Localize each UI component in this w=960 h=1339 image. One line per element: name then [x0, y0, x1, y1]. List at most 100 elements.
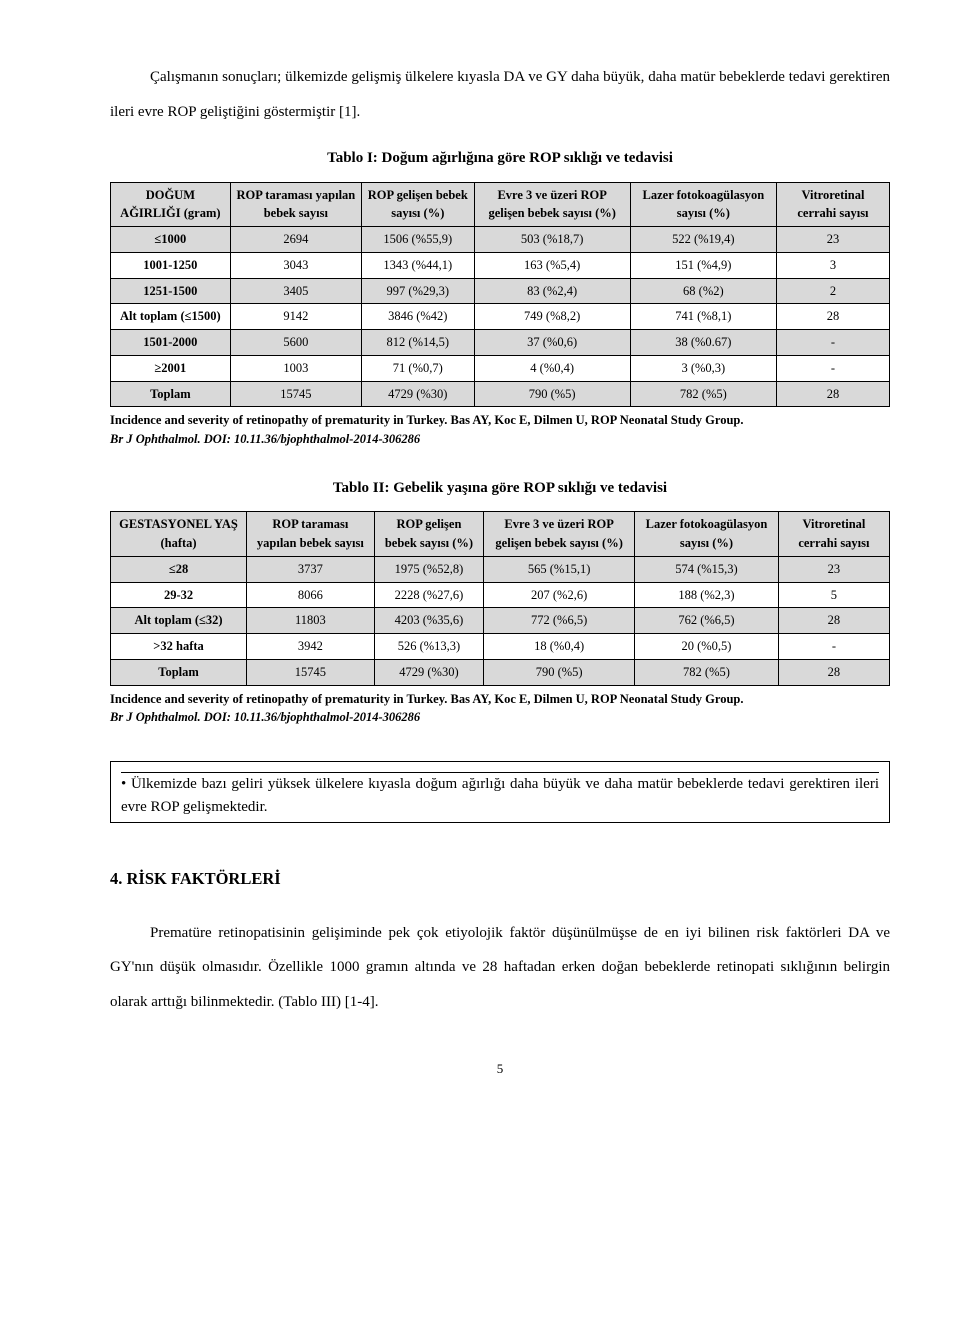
table-cell: 29-32	[111, 582, 247, 608]
table2-header-2: ROP gelişen bebek sayısı (%)	[374, 512, 483, 557]
table-cell: ≤28	[111, 556, 247, 582]
table-cell: 23	[778, 556, 889, 582]
table-cell: 782 (%5)	[635, 659, 779, 685]
citation2-line2: Br J Ophthalmol. DOI: 10.11.36/bjophthal…	[110, 710, 420, 724]
table-cell: >32 hafta	[111, 634, 247, 660]
table-cell: -	[776, 330, 889, 356]
table-cell: 812 (%14,5)	[362, 330, 475, 356]
table-row: 1251-1500 3405 997 (%29,3) 83 (%2,4) 68 …	[111, 278, 890, 304]
table-row: Alt toplam (≤1500) 9142 3846 (%42) 749 (…	[111, 304, 890, 330]
table-cell: -	[778, 634, 889, 660]
table-cell: 1501-2000	[111, 330, 231, 356]
table1-header-0: DOĞUM AĞIRLIĞI (gram)	[111, 182, 231, 227]
citation1: Incidence and severity of retinopathy of…	[110, 411, 890, 449]
table1-header-row: DOĞUM AĞIRLIĞI (gram) ROP taraması yapıl…	[111, 182, 890, 227]
table-cell: 574 (%15,3)	[635, 556, 779, 582]
table-cell: 188 (%2,3)	[635, 582, 779, 608]
table-cell: 749 (%8,2)	[474, 304, 630, 330]
table-row: Toplam 15745 4729 (%30) 790 (%5) 782 (%5…	[111, 659, 890, 685]
table-cell: 8066	[247, 582, 375, 608]
boxed-note: • Ülkemizde bazı geliri yüksek ülkelere …	[110, 761, 890, 823]
table-cell: 3405	[230, 278, 361, 304]
table-row: ≥2001 1003 71 (%0,7) 4 (%0,4) 3 (%0,3) -	[111, 355, 890, 381]
table-cell: 1251-1500	[111, 278, 231, 304]
citation1-line2: Br J Ophthalmol. DOI: 10.11.36/bjophthal…	[110, 432, 420, 446]
table-cell: Alt toplam (≤32)	[111, 608, 247, 634]
table1-header-2: ROP gelişen bebek sayısı (%)	[362, 182, 475, 227]
intro-paragraph: Çalışmanın sonuçları; ülkemizde gelişmiş…	[110, 60, 890, 129]
table-cell: -	[776, 355, 889, 381]
table-cell: 5600	[230, 330, 361, 356]
table-cell: Alt toplam (≤1500)	[111, 304, 231, 330]
table2-header-3: Evre 3 ve üzeri ROP gelişen bebek sayısı…	[484, 512, 635, 557]
citation2-line1: Incidence and severity of retinopathy of…	[110, 692, 744, 706]
table-cell: Toplam	[111, 381, 231, 407]
table-cell: 1506 (%55,9)	[362, 227, 475, 253]
table-cell: 207 (%2,6)	[484, 582, 635, 608]
table1-header-1: ROP taraması yapılan bebek sayısı	[230, 182, 361, 227]
table-row: >32 hafta 3942 526 (%13,3) 18 (%0,4) 20 …	[111, 634, 890, 660]
table-cell: 28	[776, 304, 889, 330]
table-cell: 4203 (%35,6)	[374, 608, 483, 634]
table1-header-5: Vitroretinal cerrahi sayısı	[776, 182, 889, 227]
table-cell: 772 (%6,5)	[484, 608, 635, 634]
table-cell: 5	[778, 582, 889, 608]
table-cell: 37 (%0,6)	[474, 330, 630, 356]
table2-title: Tablo II: Gebelik yaşına göre ROP sıklığ…	[110, 477, 890, 500]
table-cell: 3043	[230, 252, 361, 278]
table-cell: 3	[776, 252, 889, 278]
table-cell: Toplam	[111, 659, 247, 685]
table-cell: 565 (%15,1)	[484, 556, 635, 582]
table-cell: 3 (%0,3)	[630, 355, 776, 381]
table-cell: 2228 (%27,6)	[374, 582, 483, 608]
table-cell: 71 (%0,7)	[362, 355, 475, 381]
table-cell: 1001-1250	[111, 252, 231, 278]
table1-header-4: Lazer fotokoagülasyon sayısı (%)	[630, 182, 776, 227]
table-cell: 15745	[230, 381, 361, 407]
table-cell: 790 (%5)	[474, 381, 630, 407]
table-cell: 28	[778, 608, 889, 634]
table-cell: 1975 (%52,8)	[374, 556, 483, 582]
table-cell: ≥2001	[111, 355, 231, 381]
table1: DOĞUM AĞIRLIĞI (gram) ROP taraması yapıl…	[110, 182, 890, 408]
table-cell: 15745	[247, 659, 375, 685]
table2-header-row: GESTASYONEL YAŞ (hafta) ROP taraması yap…	[111, 512, 890, 557]
table1-header-3: Evre 3 ve üzeri ROP gelişen bebek sayısı…	[474, 182, 630, 227]
table-cell: 762 (%6,5)	[635, 608, 779, 634]
table2-header-4: Lazer fotokoagülasyon sayısı (%)	[635, 512, 779, 557]
boxed-text: • Ülkemizde bazı geliri yüksek ülkelere …	[121, 773, 879, 818]
table-cell: 741 (%8,1)	[630, 304, 776, 330]
table1-title: Tablo I: Doğum ağırlığına göre ROP sıklı…	[110, 147, 890, 170]
table-cell: 3942	[247, 634, 375, 660]
table-cell: 20 (%0,5)	[635, 634, 779, 660]
table-cell: 790 (%5)	[484, 659, 635, 685]
table-cell: 38 (%0.67)	[630, 330, 776, 356]
table-cell: 18 (%0,4)	[484, 634, 635, 660]
table2-header-5: Vitroretinal cerrahi sayısı	[778, 512, 889, 557]
table-row: ≤28 3737 1975 (%52,8) 565 (%15,1) 574 (%…	[111, 556, 890, 582]
table-cell: 23	[776, 227, 889, 253]
table-cell: 4729 (%30)	[362, 381, 475, 407]
section-heading: 4. RİSK FAKTÖRLERİ	[110, 867, 890, 892]
table-cell: 28	[778, 659, 889, 685]
table-cell: 3846 (%42)	[362, 304, 475, 330]
table-row: ≤1000 2694 1506 (%55,9) 503 (%18,7) 522 …	[111, 227, 890, 253]
table-cell: 4 (%0,4)	[474, 355, 630, 381]
citation1-line1: Incidence and severity of retinopathy of…	[110, 413, 744, 427]
table-cell: 68 (%2)	[630, 278, 776, 304]
table-cell: 782 (%5)	[630, 381, 776, 407]
table-cell: 9142	[230, 304, 361, 330]
table-row: 29-32 8066 2228 (%27,6) 207 (%2,6) 188 (…	[111, 582, 890, 608]
table-row: 1501-2000 5600 812 (%14,5) 37 (%0,6) 38 …	[111, 330, 890, 356]
table-row: 1001-1250 3043 1343 (%44,1) 163 (%5,4) 1…	[111, 252, 890, 278]
table2-header-0: GESTASYONEL YAŞ (hafta)	[111, 512, 247, 557]
table-cell: ≤1000	[111, 227, 231, 253]
table-cell: 2694	[230, 227, 361, 253]
table-cell: 1343 (%44,1)	[362, 252, 475, 278]
table-cell: 526 (%13,3)	[374, 634, 483, 660]
table-cell: 11803	[247, 608, 375, 634]
table-cell: 151 (%4,9)	[630, 252, 776, 278]
table2-header-1: ROP taraması yapılan bebek sayısı	[247, 512, 375, 557]
table-cell: 4729 (%30)	[374, 659, 483, 685]
citation2: Incidence and severity of retinopathy of…	[110, 690, 890, 728]
